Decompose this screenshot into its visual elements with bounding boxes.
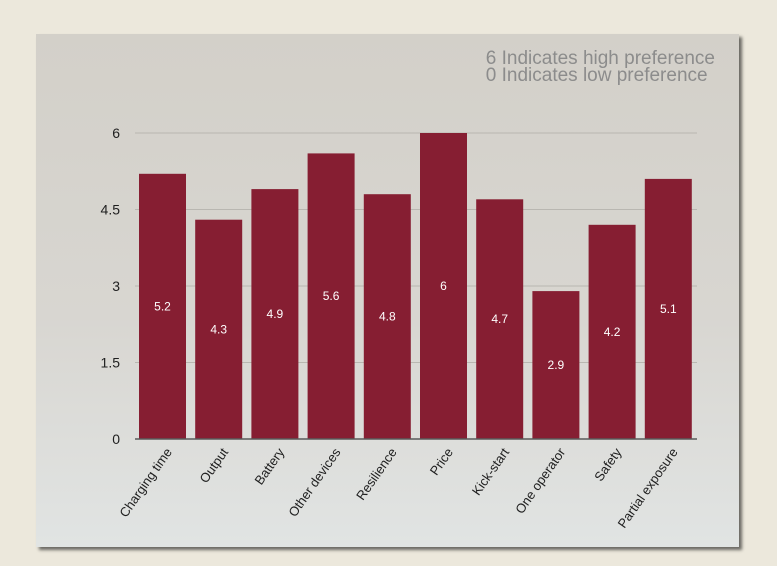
chart-legend: 6 Indicates high preference 0 Indicates … xyxy=(485,48,715,86)
y-tick-label: 4.5 xyxy=(101,202,121,218)
value-label: 5.6 xyxy=(323,289,340,303)
y-tick-label: 6 xyxy=(112,125,120,141)
bar xyxy=(363,194,411,439)
bar xyxy=(251,189,299,439)
x-tick-label: Safety xyxy=(591,445,625,484)
value-label: 4.9 xyxy=(267,307,284,321)
legend-high-note: 6 Indicates high preference xyxy=(485,48,715,69)
bar xyxy=(195,219,243,439)
value-label: 4.8 xyxy=(379,310,396,324)
value-label: 2.9 xyxy=(548,358,565,372)
value-label: 5.2 xyxy=(154,299,171,313)
value-label: 6 xyxy=(440,279,447,293)
bar xyxy=(307,153,355,439)
value-label: 4.3 xyxy=(210,322,227,336)
x-tick-label: One operator xyxy=(512,445,569,517)
x-tick-label: Output xyxy=(196,445,231,486)
value-label: 4.7 xyxy=(491,312,508,326)
y-tick-label: 3 xyxy=(112,278,120,294)
x-tick-label: Resilience xyxy=(353,445,400,503)
bar xyxy=(588,224,636,439)
legend-low-note: 0 Indicates low preference xyxy=(485,65,708,86)
x-tick-label: Partial exposure xyxy=(615,445,681,531)
x-tick-label: Charging time xyxy=(116,445,175,520)
bar xyxy=(476,199,524,439)
bar xyxy=(532,291,580,439)
bar xyxy=(139,173,186,440)
value-label: 4.2 xyxy=(604,325,621,339)
x-tick-label: Other devices xyxy=(285,445,344,520)
x-tick-label: Battery xyxy=(251,445,287,488)
bar xyxy=(644,178,692,439)
bar xyxy=(420,133,467,439)
x-tick-label: Price xyxy=(427,445,456,478)
x-tick-label: Kick-start xyxy=(469,445,513,498)
value-label: 5.1 xyxy=(660,302,677,316)
y-tick-label: 0 xyxy=(112,431,120,447)
y-tick-label: 1.5 xyxy=(101,355,121,371)
